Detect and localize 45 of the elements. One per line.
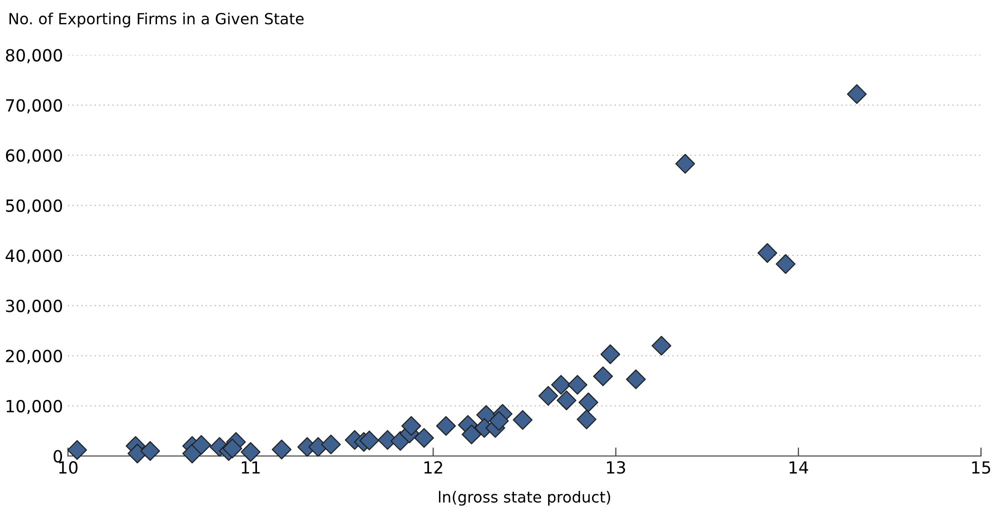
point (675, 154, 696, 174)
y-tick-label: 50,000 (6, 199, 62, 214)
point (462, 424, 482, 444)
y-tick-label: 80,000 (6, 48, 62, 64)
point (600, 344, 620, 364)
x-tick-label: 12 (424, 461, 442, 474)
y-tick-label: 70,000 (6, 99, 62, 114)
point (401, 416, 422, 436)
point (556, 390, 576, 410)
point (222, 438, 242, 458)
point (512, 410, 533, 430)
x-tick-label: 11 (242, 461, 260, 474)
x-tick-label: 13 (607, 461, 626, 474)
point (489, 411, 509, 431)
point (652, 336, 672, 356)
point (436, 416, 456, 436)
y-tick-label: 60,000 (6, 149, 62, 164)
point (846, 84, 867, 104)
point (576, 410, 596, 430)
x-tick-label: 10 (59, 461, 78, 474)
point (67, 440, 87, 460)
y-tick-label: 30,000 (6, 300, 62, 314)
point (240, 442, 260, 462)
point (359, 430, 380, 450)
y-axis-title: No. of Exporting Firms in a Given State (10, 12, 304, 28)
y-tick-label: 20,000 (6, 350, 62, 364)
point (578, 392, 598, 412)
point (551, 374, 571, 395)
x-tick-label: 14 (790, 461, 808, 474)
point (776, 254, 796, 274)
y-tick-label: 10,000 (6, 400, 62, 414)
point (626, 369, 646, 390)
point (757, 243, 778, 263)
point (568, 374, 588, 395)
point (593, 366, 613, 386)
point (538, 386, 558, 406)
point (191, 435, 212, 455)
point (272, 440, 292, 460)
point (414, 428, 434, 448)
x-axis-title: ln(gross state product) (438, 490, 610, 506)
point (321, 434, 341, 454)
point (140, 441, 160, 461)
y-tick-label: 40,000 (6, 249, 62, 264)
y-tick-label: 0 (54, 450, 62, 463)
x-tick-label: 15 (972, 461, 990, 474)
